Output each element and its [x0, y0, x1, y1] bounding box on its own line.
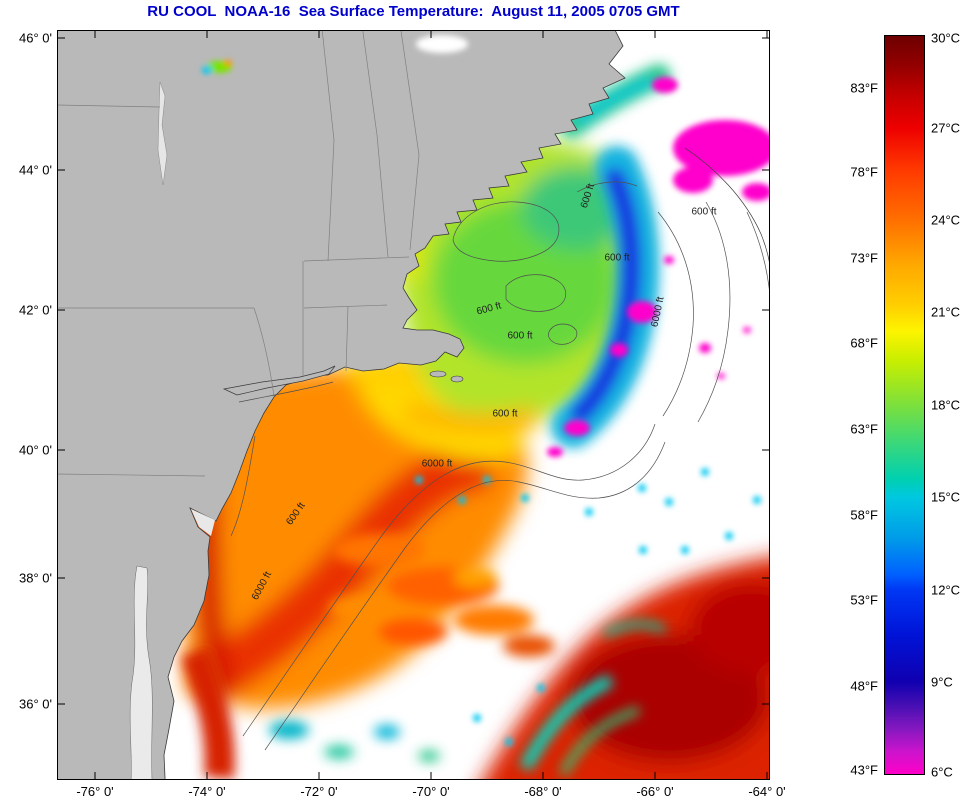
- y-tick-label: 42° 0': [19, 302, 52, 318]
- y-tick-label: 36° 0': [19, 696, 52, 712]
- colorbar-celsius-label: 6°C: [931, 764, 953, 780]
- y-tick-label: 46° 0': [19, 30, 52, 46]
- colorbar-celsius-label: 21°C: [931, 304, 961, 320]
- y-tick-label: 38° 0': [19, 570, 52, 586]
- contour-label: 600 ft: [507, 330, 533, 342]
- colorbar-fahrenheit-label: 83°F: [850, 80, 878, 96]
- colorbar-celsius-label: 15°C: [931, 489, 961, 505]
- colorbar-celsius-label: 30°C: [931, 30, 961, 46]
- colorbar-celsius-label: 9°C: [931, 674, 953, 690]
- colorbar-fahrenheit-label: 68°F: [850, 335, 878, 351]
- colorbar-gradient: [885, 36, 924, 774]
- colorbar-fahrenheit-label: 73°F: [850, 250, 878, 266]
- x-tick-label: -68° 0': [524, 784, 562, 799]
- cloud-artifacts: [202, 35, 468, 74]
- y-tick-label: 44° 0': [19, 162, 52, 178]
- sst-field-medium: [180, 64, 671, 780]
- sst-field-large: [185, 138, 770, 780]
- map-border: [57, 30, 770, 780]
- y-tick-label: 40° 0': [19, 442, 52, 458]
- land: [57, 30, 626, 780]
- colorbar-fahrenheit-label: 78°F: [850, 164, 878, 180]
- colorbar-fahrenheit-label: 63°F: [850, 421, 878, 437]
- colorbar-celsius-label: 12°C: [931, 582, 961, 598]
- contour-label: 6000 ft: [421, 458, 453, 470]
- contour-label: 600 ft: [604, 252, 630, 264]
- contour-label: 600 ft: [691, 206, 717, 218]
- colorbar-fahrenheit-label: 58°F: [850, 507, 878, 523]
- x-tick-label: -74° 0': [188, 784, 226, 799]
- x-tick-label: -76° 0': [76, 784, 114, 799]
- axis-ticks: [57, 30, 770, 780]
- x-tick-label: -64° 0': [748, 784, 786, 799]
- x-tick-label: -66° 0': [636, 784, 674, 799]
- state-borders: [57, 30, 420, 477]
- colorbar-celsius-label: 24°C: [931, 212, 961, 228]
- map-panel: [57, 30, 770, 780]
- sst-specks: [304, 77, 770, 746]
- map-graphic: [57, 30, 770, 780]
- colorbar: [884, 35, 925, 775]
- colorbar-fahrenheit-label: 48°F: [850, 678, 878, 694]
- colorbar-celsius-label: 18°C: [931, 397, 961, 413]
- x-tick-label: -70° 0': [412, 784, 450, 799]
- contour-label: 600 ft: [492, 408, 518, 420]
- colorbar-fahrenheit-label: 43°F: [850, 762, 878, 778]
- colorbar-celsius-label: 27°C: [931, 120, 961, 136]
- x-tick-label: -72° 0': [300, 784, 338, 799]
- figure-title: RU COOL NOAA-16 Sea Surface Temperature:…: [147, 3, 680, 20]
- colorbar-fahrenheit-label: 53°F: [850, 592, 878, 608]
